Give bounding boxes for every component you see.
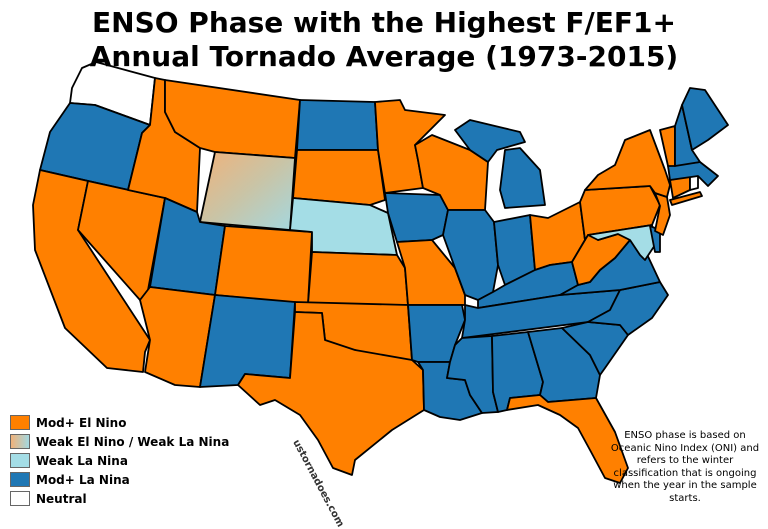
legend-item: Mod+ La Nina (10, 470, 229, 489)
state-CO (214, 225, 313, 305)
us-state-map (32, 61, 729, 484)
state-NC (587, 281, 669, 336)
state-NH (674, 104, 701, 167)
legend-label: Weak El Nino / Weak La Nina (36, 434, 230, 449)
legend-swatch (10, 491, 30, 506)
legend-item: Weak El Nino / Weak La Nina (10, 432, 229, 451)
title-line-1: ENSO Phase with the Highest F/EF1+ (92, 6, 676, 39)
legend-label: Mod+ El Nino (36, 415, 127, 430)
legend-label: Weak La Nina (36, 453, 128, 468)
legend-label: Mod+ La Nina (36, 472, 130, 487)
legend-swatch (10, 453, 30, 468)
legend-label: Neutral (36, 491, 87, 506)
legend-swatch (10, 434, 30, 449)
legend: Mod+ El Nino Weak El Nino / Weak La Nina… (10, 413, 229, 508)
state-IA (384, 192, 449, 243)
state-KS (307, 251, 409, 306)
title-line-2: Annual Tornado Average (1973-2015) (89, 40, 679, 73)
state-FL (506, 394, 629, 484)
state-MI (454, 119, 546, 209)
legend-swatch (10, 472, 30, 487)
state-ND (296, 99, 379, 151)
state-NY (584, 129, 703, 206)
state-ME (681, 87, 729, 151)
legend-item: Weak La Nina (10, 451, 229, 470)
methodology-note: ENSO phase is based on Oceanic Nino Inde… (610, 430, 760, 504)
legend-swatch (10, 415, 30, 430)
state-TX (237, 311, 425, 476)
state-WY (199, 151, 296, 231)
state-MO (396, 239, 466, 306)
legend-item: Neutral (10, 489, 229, 508)
legend-item: Mod+ El Nino (10, 413, 229, 432)
state-NM (199, 294, 296, 388)
state-SD (292, 149, 386, 206)
state-VT (659, 125, 676, 167)
state-RI (689, 175, 699, 191)
map-title: ENSO Phase with the Highest F/EF1+ Annua… (0, 6, 768, 74)
